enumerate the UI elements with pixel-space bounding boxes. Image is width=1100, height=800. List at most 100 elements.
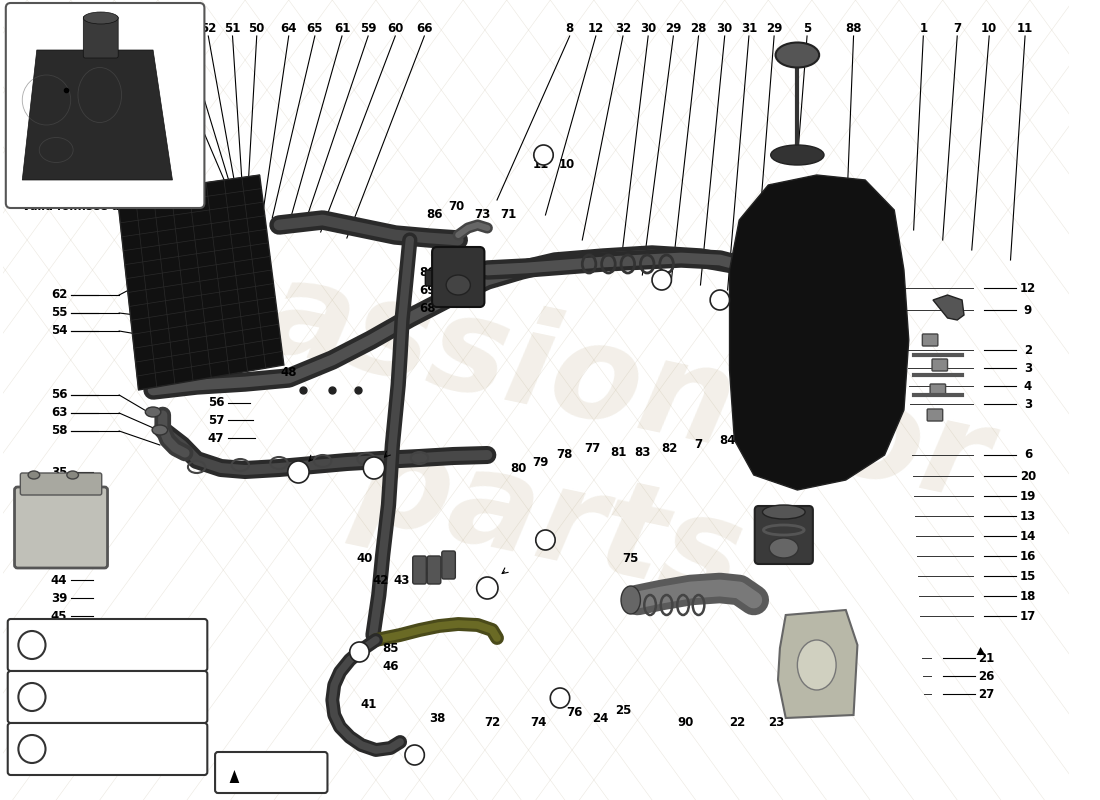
Text: 49: 49: [154, 22, 170, 34]
Text: C: C: [540, 150, 547, 160]
Text: 25: 25: [615, 703, 631, 717]
Text: -See table 3 and 4-: -See table 3 and 4-: [70, 649, 187, 659]
Ellipse shape: [776, 42, 820, 67]
FancyBboxPatch shape: [216, 752, 328, 793]
FancyBboxPatch shape: [412, 556, 427, 584]
Text: 12: 12: [587, 22, 604, 34]
Circle shape: [476, 577, 498, 599]
Text: 83: 83: [635, 446, 650, 459]
Text: 53: 53: [177, 22, 194, 34]
Text: 23: 23: [768, 715, 784, 729]
Text: 43: 43: [394, 574, 410, 586]
Text: 84: 84: [719, 434, 736, 446]
FancyBboxPatch shape: [932, 359, 947, 371]
Text: 26: 26: [978, 670, 994, 682]
FancyBboxPatch shape: [427, 556, 441, 584]
FancyBboxPatch shape: [755, 506, 813, 564]
Text: 14: 14: [1020, 530, 1036, 542]
Polygon shape: [933, 295, 964, 320]
Text: 28: 28: [691, 22, 706, 34]
Text: 52: 52: [200, 22, 217, 34]
Text: 59: 59: [360, 22, 376, 34]
Circle shape: [536, 530, 556, 550]
Text: 30: 30: [640, 22, 657, 34]
Text: 79: 79: [532, 455, 549, 469]
Ellipse shape: [771, 145, 824, 165]
Polygon shape: [729, 175, 909, 490]
FancyBboxPatch shape: [432, 247, 484, 307]
Text: 34: 34: [51, 555, 67, 569]
Text: 60: 60: [387, 22, 404, 34]
Text: 36: 36: [51, 502, 67, 514]
Text: = 91: = 91: [256, 766, 288, 779]
Polygon shape: [977, 647, 986, 655]
Text: 4: 4: [1024, 379, 1032, 393]
Text: 7: 7: [954, 22, 961, 34]
FancyBboxPatch shape: [14, 487, 108, 568]
Circle shape: [363, 457, 385, 479]
FancyBboxPatch shape: [8, 723, 207, 775]
Text: C: C: [28, 690, 36, 703]
Text: =: =: [51, 638, 60, 651]
Text: 81: 81: [609, 446, 626, 459]
Text: 37: 37: [51, 483, 67, 497]
Polygon shape: [778, 610, 857, 718]
Text: 42: 42: [373, 574, 389, 586]
Text: 56: 56: [208, 397, 224, 410]
Text: 89: 89: [24, 58, 42, 71]
Text: 78: 78: [557, 449, 573, 462]
FancyBboxPatch shape: [84, 16, 118, 58]
FancyBboxPatch shape: [468, 267, 482, 283]
Text: -Vedi tavola 15-: -Vedi tavola 15-: [81, 733, 177, 743]
Text: D: D: [556, 693, 564, 703]
FancyBboxPatch shape: [6, 3, 205, 208]
Circle shape: [550, 688, 570, 708]
Text: 27: 27: [978, 687, 994, 701]
FancyBboxPatch shape: [8, 619, 207, 671]
Circle shape: [711, 290, 729, 310]
Text: 61: 61: [333, 22, 350, 34]
Text: 15: 15: [1020, 570, 1036, 582]
Ellipse shape: [447, 275, 471, 295]
Text: 64: 64: [280, 22, 297, 34]
Text: 9: 9: [1024, 303, 1032, 317]
Text: 54: 54: [51, 325, 67, 338]
Text: B: B: [28, 638, 36, 651]
Text: =: =: [51, 690, 60, 703]
Text: 8: 8: [565, 22, 574, 34]
Text: 11: 11: [1016, 22, 1033, 34]
Text: 66: 66: [416, 22, 432, 34]
Text: 72: 72: [484, 715, 500, 729]
Polygon shape: [22, 50, 173, 180]
Circle shape: [350, 642, 370, 662]
Text: 55: 55: [51, 306, 67, 319]
Polygon shape: [118, 175, 284, 390]
Ellipse shape: [67, 471, 78, 479]
Text: B: B: [370, 463, 378, 473]
Text: Valid for...see description: Valid for...see description: [22, 202, 182, 212]
Ellipse shape: [621, 586, 640, 614]
Text: 11: 11: [532, 158, 549, 171]
Text: 88: 88: [845, 22, 861, 34]
Text: 76: 76: [566, 706, 583, 718]
Text: 29: 29: [666, 22, 682, 34]
Text: 80: 80: [510, 462, 527, 474]
Text: 24: 24: [593, 711, 609, 725]
Circle shape: [19, 631, 45, 659]
Text: =: =: [51, 742, 60, 755]
Text: 19: 19: [1020, 490, 1036, 502]
Text: 58: 58: [51, 425, 67, 438]
FancyBboxPatch shape: [442, 551, 455, 579]
Text: 30: 30: [716, 22, 733, 34]
Text: C: C: [355, 647, 363, 657]
Polygon shape: [230, 770, 240, 783]
Text: 51: 51: [224, 22, 241, 34]
Text: 35: 35: [51, 466, 67, 478]
Text: 67: 67: [431, 249, 447, 262]
Text: 5: 5: [803, 22, 811, 34]
Ellipse shape: [29, 471, 40, 479]
Text: 85: 85: [382, 642, 398, 654]
Text: 34: 34: [51, 519, 67, 533]
Text: 56: 56: [51, 389, 67, 402]
Text: 71: 71: [500, 209, 517, 222]
